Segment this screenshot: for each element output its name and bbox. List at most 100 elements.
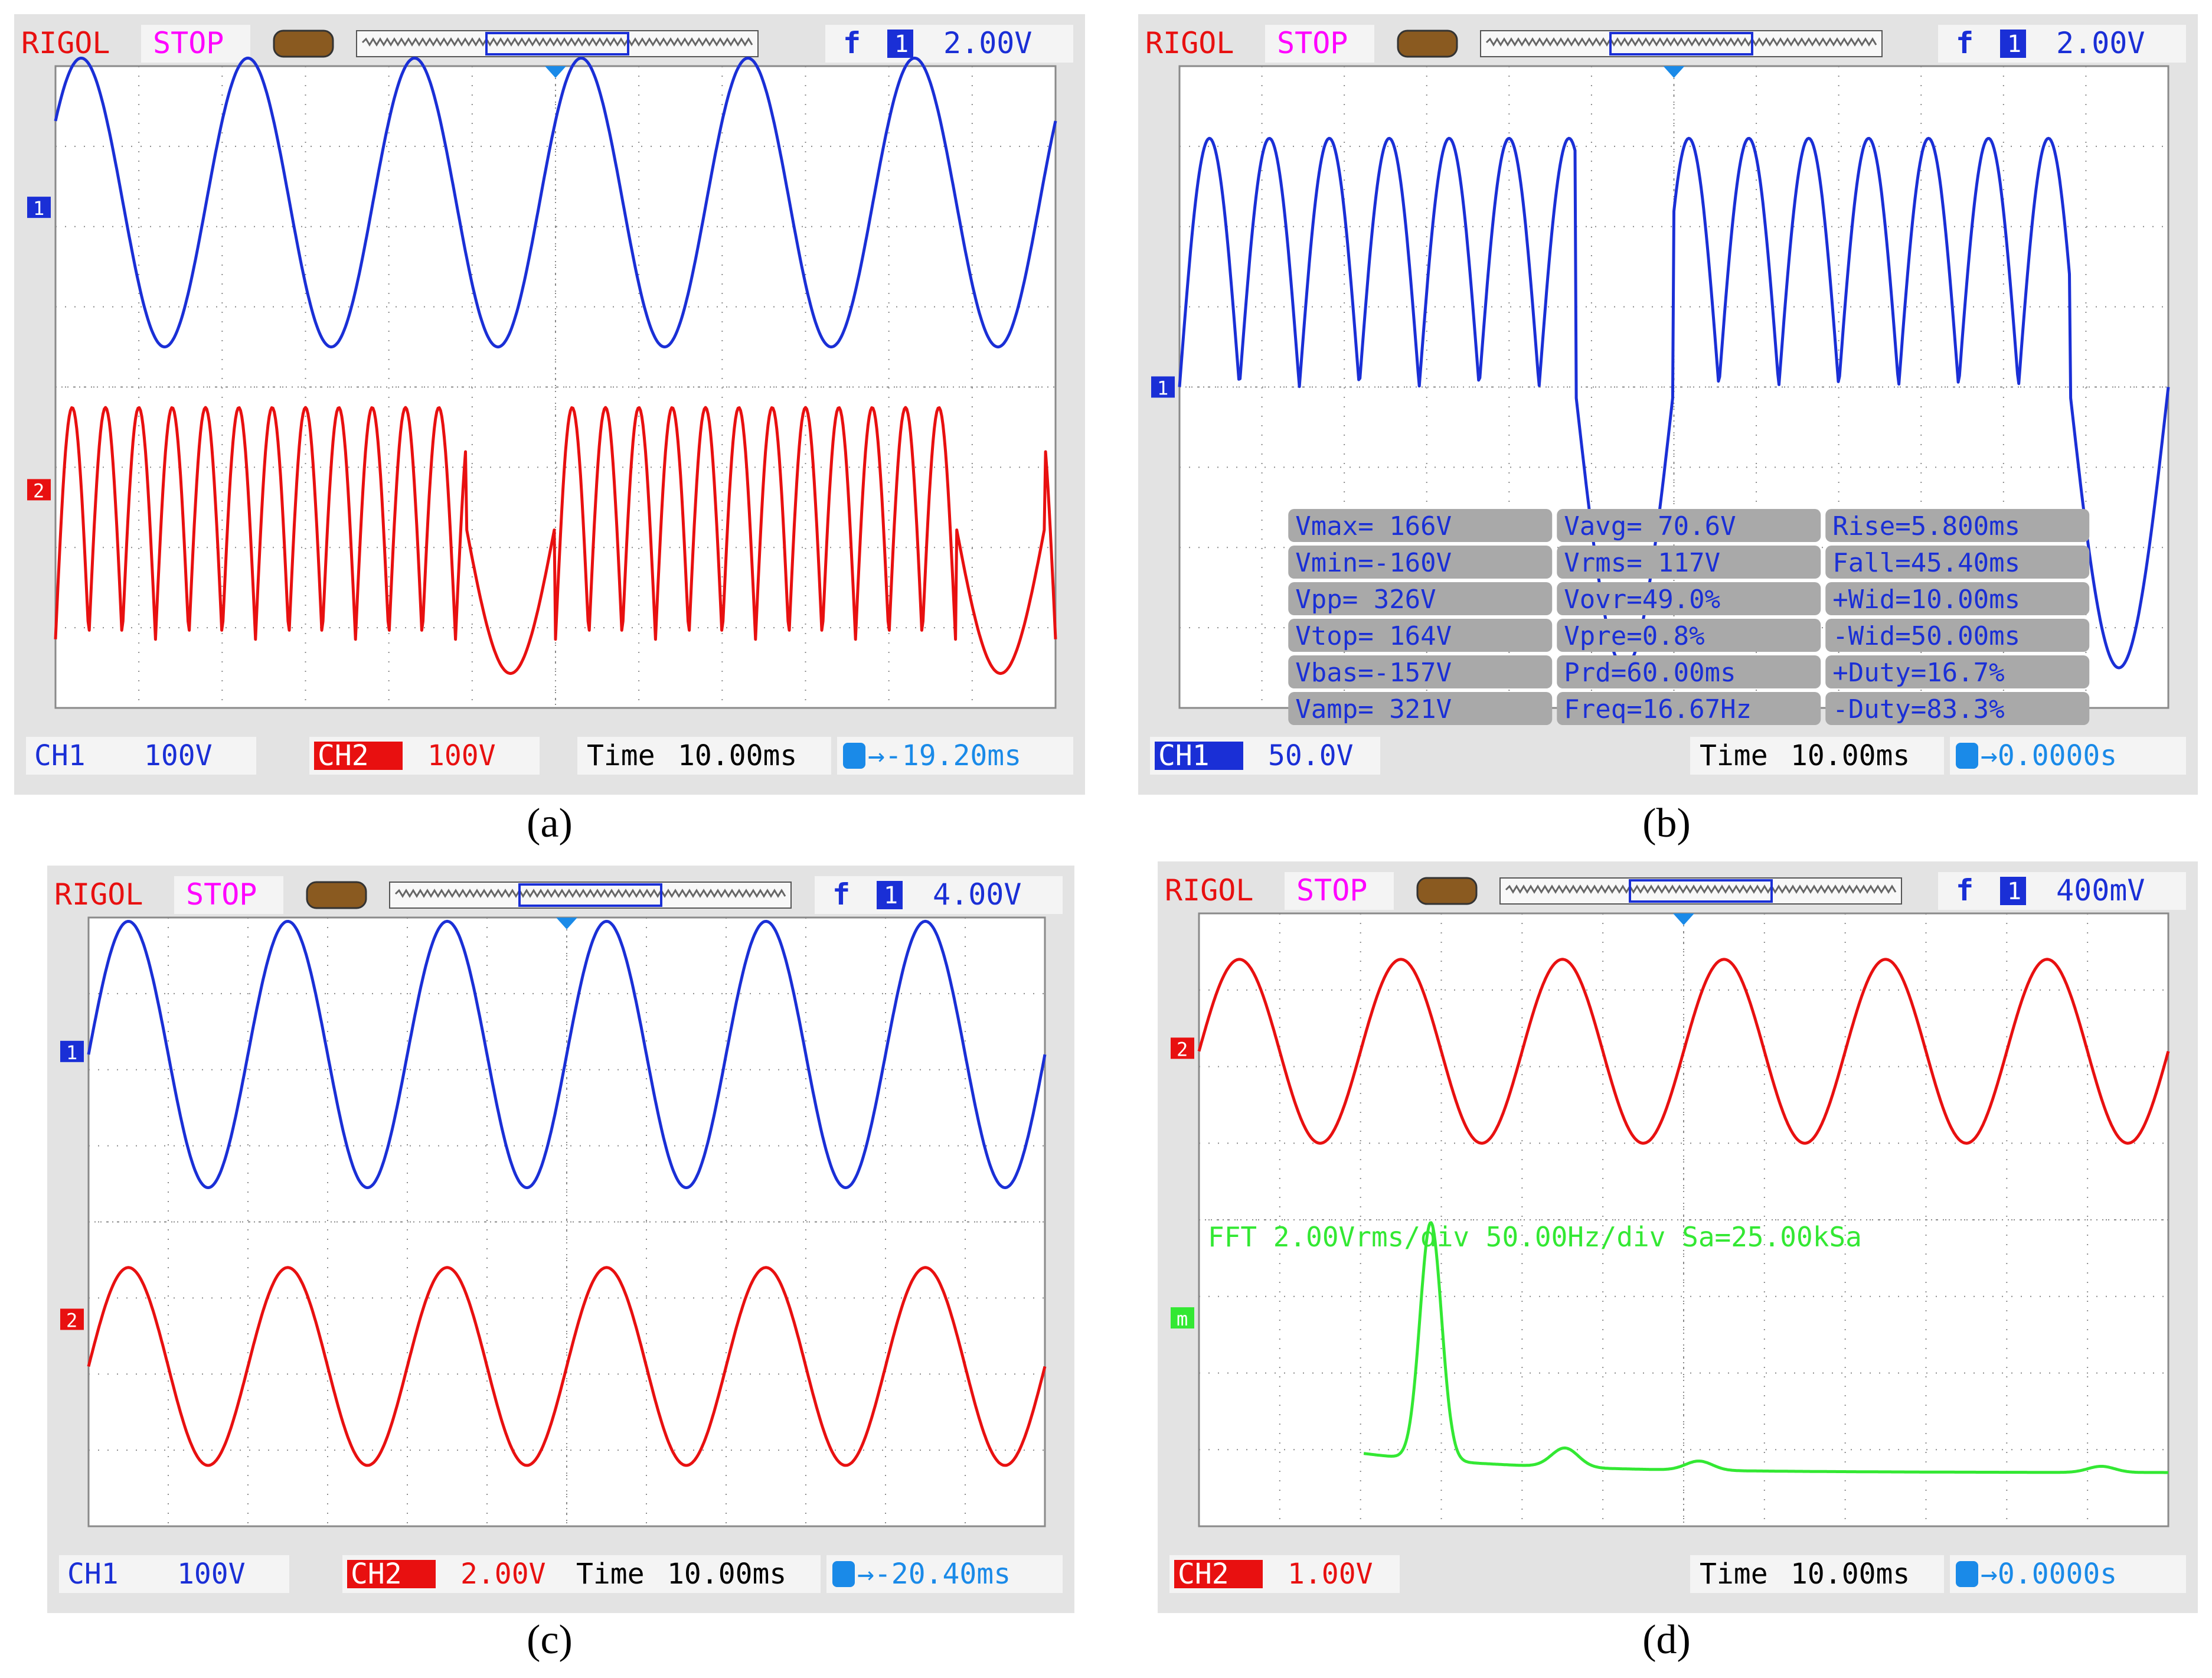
trigger-source-label: 1	[894, 31, 909, 58]
offset-box	[826, 1555, 1063, 1593]
channel-marker-label: 2	[66, 1309, 77, 1331]
measurement-cell	[1825, 582, 2090, 616]
trigger-source-label: 1	[884, 882, 898, 909]
footer-channel-label: CH1	[34, 739, 86, 772]
measurement-cell	[1557, 692, 1821, 726]
measurement-value: Vtop= 164V	[1295, 621, 1452, 651]
measurement-value: -Wid=50.00ms	[1832, 621, 2020, 651]
time-label: Time	[1700, 739, 1768, 772]
status-label: STOP	[153, 26, 224, 60]
trigger-edge-icon: f	[843, 26, 861, 60]
waveform-ch1	[87, 919, 1047, 1189]
measurement-value: Vbas=-157V	[1295, 658, 1452, 688]
time-box	[567, 1555, 821, 1593]
measurement-cell	[1557, 546, 1821, 579]
offset-icon	[1956, 1561, 1978, 1587]
offset-box	[837, 737, 1073, 775]
measurement-value: Prd=60.00ms	[1564, 658, 1736, 688]
timebase-window	[485, 32, 629, 56]
measurement-cell	[1557, 509, 1821, 543]
trigger-position-icon	[556, 918, 577, 929]
memory-icon	[1397, 30, 1458, 58]
trigger-level-label: 4.00V	[933, 877, 1022, 912]
status-label: STOP	[1277, 26, 1348, 60]
trigger-position-icon	[1663, 66, 1685, 78]
time-label: Time	[576, 1558, 645, 1591]
status-label: STOP	[186, 877, 257, 912]
brand-label: RIGOL	[1145, 26, 1234, 60]
caption-d: (d)	[1642, 1617, 1691, 1663]
time-value: 10.00ms	[1790, 739, 1910, 772]
measurement-value: Vovr=49.0%	[1564, 585, 1720, 615]
status-box	[1285, 872, 1394, 910]
trigger-box	[1938, 872, 2186, 910]
time-value: 10.00ms	[667, 1558, 786, 1591]
panel-d: RIGOL STOP f 1 400mV CH2 1.00V Time 10.00ms →0.00…	[1158, 861, 2198, 1613]
trigger-box	[1938, 25, 2186, 63]
footer-channel-label: CH1	[1158, 739, 1210, 772]
channel-marker-2	[60, 1308, 84, 1330]
waveform-fft	[1363, 1221, 2169, 1474]
measurement-value: Rise=5.800ms	[1832, 511, 2020, 541]
measurement-value: Vavg= 70.6V	[1564, 511, 1736, 541]
trigger-edge-icon: f	[1956, 873, 1974, 907]
timebase-wave	[1505, 884, 1897, 894]
measurement-value: -Duty=83.3%	[1832, 694, 2004, 724]
panel-c: RIGOL STOP f 1 4.00V CH1 100V CH2 2.00V Time 10.00…	[47, 866, 1074, 1613]
channel-marker-label: m	[1177, 1308, 1188, 1330]
footer-channel-value: 50.0V	[1268, 739, 1354, 772]
measurement-value: Freq=16.67Hz	[1564, 694, 1752, 724]
footer-channel-badge	[1174, 1560, 1263, 1588]
measurement-cell	[1288, 509, 1553, 543]
trigger-level-label: 2.00V	[943, 26, 1033, 60]
measurement-value: Vmin=-160V	[1295, 548, 1452, 578]
status-box	[141, 25, 250, 63]
trigger-source-label: 1	[2007, 878, 2021, 905]
panel-b: RIGOL STOP f 1 2.00V CH1 50.0V Time 10.00ms →0.00…	[1138, 14, 2198, 795]
waveform-ch1	[54, 56, 1057, 349]
offset-value: →0.0000s	[1981, 739, 2117, 772]
channel-marker-2	[1171, 1037, 1194, 1059]
measurement-cell	[1825, 655, 2090, 689]
measurement-cell	[1288, 546, 1553, 579]
footer-channel-box	[26, 737, 256, 775]
caption-c: (c)	[527, 1617, 573, 1663]
trigger-source-badge	[2000, 30, 2026, 58]
offset-box	[1950, 737, 2186, 775]
timebase-wave	[1485, 37, 1877, 47]
measurement-cell	[1825, 509, 2090, 543]
timebase-wave	[361, 37, 753, 47]
time-box	[577, 737, 831, 775]
footer-channel-box	[59, 1555, 289, 1593]
trigger-edge-icon: f	[832, 877, 850, 912]
timebase-bar	[1499, 877, 1902, 905]
offset-value: →0.0000s	[1981, 1558, 2117, 1591]
memory-icon	[306, 881, 367, 909]
trigger-level-label: 400mV	[2056, 873, 2145, 907]
trigger-box	[815, 876, 1063, 914]
measurement-cell	[1288, 619, 1553, 652]
channel-marker-1	[1151, 376, 1175, 398]
trigger-level-label: 2.00V	[2056, 26, 2145, 60]
measurement-cell	[1825, 546, 2090, 579]
measurement-cell	[1825, 692, 2090, 726]
channel-marker-label: 1	[66, 1042, 77, 1064]
time-box	[1690, 1555, 1944, 1593]
footer-channel-value: 2.00V	[460, 1558, 546, 1591]
timebase-window	[518, 883, 662, 907]
time-label: Time	[587, 739, 655, 772]
time-value: 10.00ms	[1790, 1558, 1910, 1591]
footer-channel-label: CH1	[67, 1558, 119, 1591]
footer-channel-label: CH2	[1178, 1558, 1229, 1591]
channel-marker-1	[27, 197, 51, 218]
timebase-bar	[356, 30, 759, 57]
measurement-value: Fall=45.40ms	[1832, 548, 2020, 578]
offset-icon	[1956, 743, 1978, 769]
measurement-cell	[1288, 655, 1553, 689]
measurement-value: Vmax= 166V	[1295, 511, 1452, 541]
channel-marker-label: 1	[1157, 377, 1168, 400]
measurement-value: Vamp= 321V	[1295, 694, 1452, 724]
timebase-window	[1609, 32, 1753, 56]
footer-channel-label: CH2	[318, 739, 369, 772]
trigger-position-icon	[545, 66, 566, 78]
